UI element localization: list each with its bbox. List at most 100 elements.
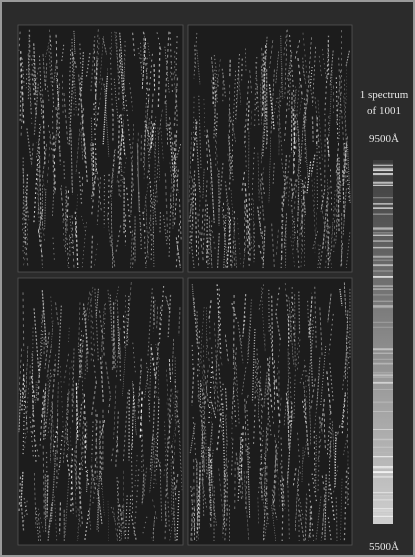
spectrum-streak [44,492,46,528]
spectrum-streak [96,177,102,225]
spectrum-streak [213,55,219,88]
spectrum-streak [292,128,295,175]
spectrum-streak [201,478,208,510]
spectrum-streak [74,211,77,238]
spectrum-streak [155,180,158,203]
spectrum-streak [147,118,150,145]
spectrum-streak [178,440,182,472]
spectrum-streak [132,384,136,413]
spectrum-streak [111,203,113,269]
spectrum-streak [81,215,87,234]
spectrum-streak [342,170,345,218]
spectrum-streak [234,240,237,269]
spectrum-streak [78,172,83,204]
spectrum-streak [163,438,169,479]
spectrum-streak [190,171,195,189]
spectrum-streak [303,98,306,163]
spectrum-streak [302,57,305,76]
spectrum-streak [246,410,251,469]
spectrum-streak [280,437,284,507]
spectrum-streak [36,141,42,160]
spectrum-streak [314,212,318,253]
panel-bg [187,277,353,546]
spectrum-streak [45,452,48,511]
spectrum-streak [39,206,45,241]
strip-lines [373,163,393,518]
spectrum-streak [80,131,84,160]
spectrum-streak [101,304,105,353]
spectrum-streak [113,321,117,369]
spectrum-streak [237,433,243,501]
spectrum-streak [152,296,155,327]
spectrum-streak [149,177,153,210]
spectrum-streak [169,117,175,161]
spectrum-streak [226,219,232,269]
spectrum-streak [294,86,296,127]
spectrum-streak [228,108,232,125]
spectrum-streak [175,403,180,427]
spectrum-streak [302,32,308,78]
spectrum-streak [53,135,56,191]
spectrum-streak [206,129,211,157]
spectrum-streak [231,378,235,443]
spectrum-streak [280,462,286,509]
spectrum-streak [331,420,336,469]
spectrum-streak [345,50,350,67]
spectrum-streak [343,95,348,167]
spectrum-streak [91,458,94,497]
spectrum-streak [63,353,70,383]
spectrum-streak [257,497,259,524]
spectrum-streak [118,49,121,103]
spectrum-streak [261,47,265,91]
spectrum-streak [317,134,324,207]
spectrum-streak [268,84,275,131]
spectrum-streak [66,390,70,445]
spectrum-streak [321,49,328,84]
spectrum-streak [35,507,40,542]
spectrum-streak [275,287,280,316]
spectrum-streak [116,135,122,185]
spectrum-streak [137,366,142,407]
spectrum-streak [288,63,292,111]
spectrum-streak [37,179,39,214]
spectrum-streak [38,508,44,532]
spectrum-streak [209,453,215,520]
spectrum-streak [197,395,204,429]
spectrum-streak [98,77,103,114]
spectrum-streak [46,345,52,380]
spectrum-streak [149,123,154,154]
spectrum-streak [307,300,310,333]
spectrum-streak [252,404,256,448]
spectrum-streak [59,502,61,535]
spectrum-streak [166,369,170,432]
spectrum-streak [231,347,237,422]
spectrum-streak [287,400,290,449]
spectrum-streak [85,469,89,493]
spectrum-streak [32,395,37,465]
spectrum-streak [297,58,304,99]
spectrum-streak [206,240,209,264]
spectrum-streak [343,470,348,542]
spectrum-streak [57,305,62,377]
spectrum-streak [235,65,240,123]
spectrum-streak [35,369,40,405]
spectrum-streak [169,32,174,95]
spectrum-streak [152,438,157,485]
spectrum-streak [110,149,116,193]
spectrum-streak [232,390,237,427]
spectrum-streak [164,46,170,94]
spectrum-streak [76,397,82,446]
spectrum-streak [19,57,23,99]
panel-bg [17,24,184,273]
spectrum-streak [295,469,299,531]
spectrum-streak [74,194,79,239]
spectrum-streak [337,168,342,186]
spectrum-streak [275,229,279,258]
spectrum-streak [320,346,327,406]
spectrum-streak [103,303,106,340]
spectrum-streak [101,478,105,516]
spectrum-streak [75,382,79,441]
spectrum-streak [110,506,117,525]
spectrum-streak [132,232,135,269]
spectrum-streak [175,237,181,269]
